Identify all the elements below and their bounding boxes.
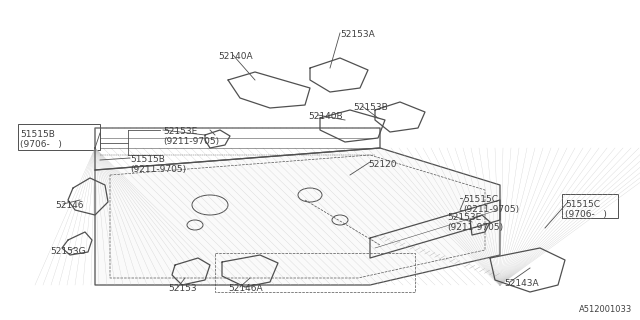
Text: (9211-9705): (9211-9705) bbox=[463, 205, 519, 214]
Bar bbox=[18, 124, 100, 150]
Text: (9706-   ): (9706- ) bbox=[565, 210, 607, 219]
Text: 52120: 52120 bbox=[368, 160, 397, 169]
Text: 52146: 52146 bbox=[55, 201, 83, 210]
Text: 52153G: 52153G bbox=[50, 247, 86, 256]
Text: 52153: 52153 bbox=[168, 284, 196, 293]
Text: 52153B: 52153B bbox=[353, 103, 388, 112]
Text: 52153A: 52153A bbox=[340, 30, 375, 39]
Text: 51515C: 51515C bbox=[565, 200, 600, 209]
Text: (9211-9705): (9211-9705) bbox=[130, 165, 186, 174]
Text: (9211-9705): (9211-9705) bbox=[447, 223, 503, 232]
Bar bbox=[215, 253, 415, 292]
Text: A512001033: A512001033 bbox=[579, 305, 632, 314]
Text: 51515B: 51515B bbox=[20, 130, 55, 139]
Polygon shape bbox=[95, 148, 500, 285]
Text: 52153E: 52153E bbox=[163, 127, 197, 136]
Text: (9211-9705): (9211-9705) bbox=[163, 137, 219, 146]
Text: 52140A: 52140A bbox=[218, 52, 253, 61]
Text: 52146A: 52146A bbox=[228, 284, 262, 293]
Text: 52143A: 52143A bbox=[504, 279, 539, 288]
Text: 51515B: 51515B bbox=[130, 155, 165, 164]
Text: 52140B: 52140B bbox=[308, 112, 342, 121]
Text: (9706-   ): (9706- ) bbox=[20, 140, 62, 149]
Text: 52153E: 52153E bbox=[447, 213, 481, 222]
Text: 51515C: 51515C bbox=[463, 195, 498, 204]
Bar bbox=[562, 194, 618, 218]
